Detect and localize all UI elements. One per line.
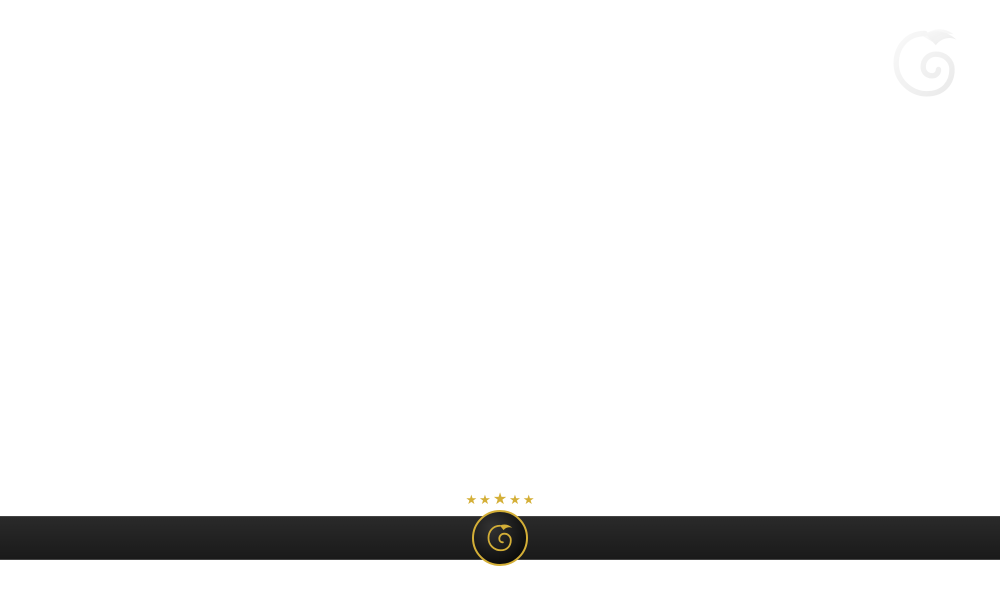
y-axis [120, 85, 156, 425]
footer-band: ★ ★ ★ ★ ★ [0, 516, 1000, 560]
watermark-logo [880, 20, 970, 110]
footer-logo: ★ ★ ★ ★ ★ [464, 510, 536, 566]
star-icon: ★ [509, 492, 521, 512]
footer-circle-logo: ★ ★ ★ ★ ★ [472, 510, 528, 566]
chart-area [100, 85, 880, 455]
bars-container [160, 85, 880, 425]
chart-title [0, 0, 1000, 28]
star-icon: ★ [479, 492, 491, 512]
footer-stars: ★ ★ ★ ★ ★ [466, 492, 535, 512]
star-icon: ★ [466, 492, 478, 512]
star-icon: ★ [523, 492, 535, 512]
star-icon: ★ [493, 489, 507, 509]
